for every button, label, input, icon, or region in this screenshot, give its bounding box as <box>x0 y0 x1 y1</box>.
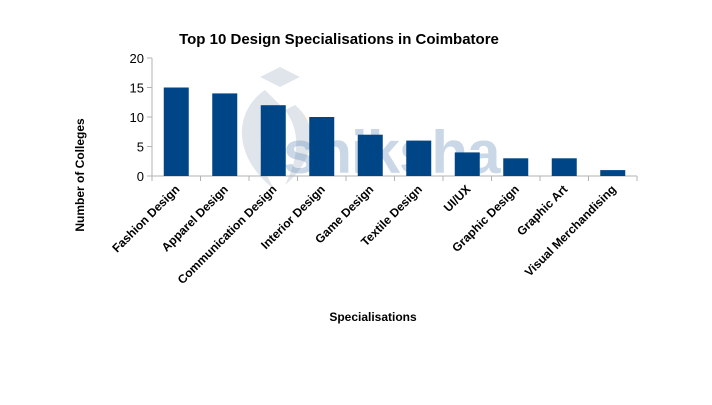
bar <box>503 158 529 176</box>
bar <box>212 93 238 176</box>
bar <box>406 140 432 176</box>
y-tick-label: 5 <box>137 140 144 155</box>
bar <box>260 105 286 176</box>
chart-title: Top 10 Design Specialisations in Coimbat… <box>0 31 712 48</box>
bar <box>163 87 189 176</box>
y-tick-label: 10 <box>130 110 144 125</box>
y-tick-label: 20 <box>130 51 144 66</box>
x-axis-label: Specialisations <box>329 310 417 324</box>
y-tick-label: 15 <box>130 81 144 96</box>
x-tick-label: Visual Merchandising <box>522 182 619 279</box>
x-tick-label: Communication Design <box>175 182 280 287</box>
y-axis-label: Number of Colleges <box>73 118 87 232</box>
bar <box>600 170 626 176</box>
chart-title-text: Top 10 Design Specialisations in Coimbat… <box>179 31 499 48</box>
y-tick-label: 0 <box>137 169 144 184</box>
bar <box>309 117 335 176</box>
bar <box>454 152 480 176</box>
x-tick-label: UI/UX <box>441 182 474 215</box>
bar <box>357 134 383 176</box>
bar <box>551 158 577 176</box>
